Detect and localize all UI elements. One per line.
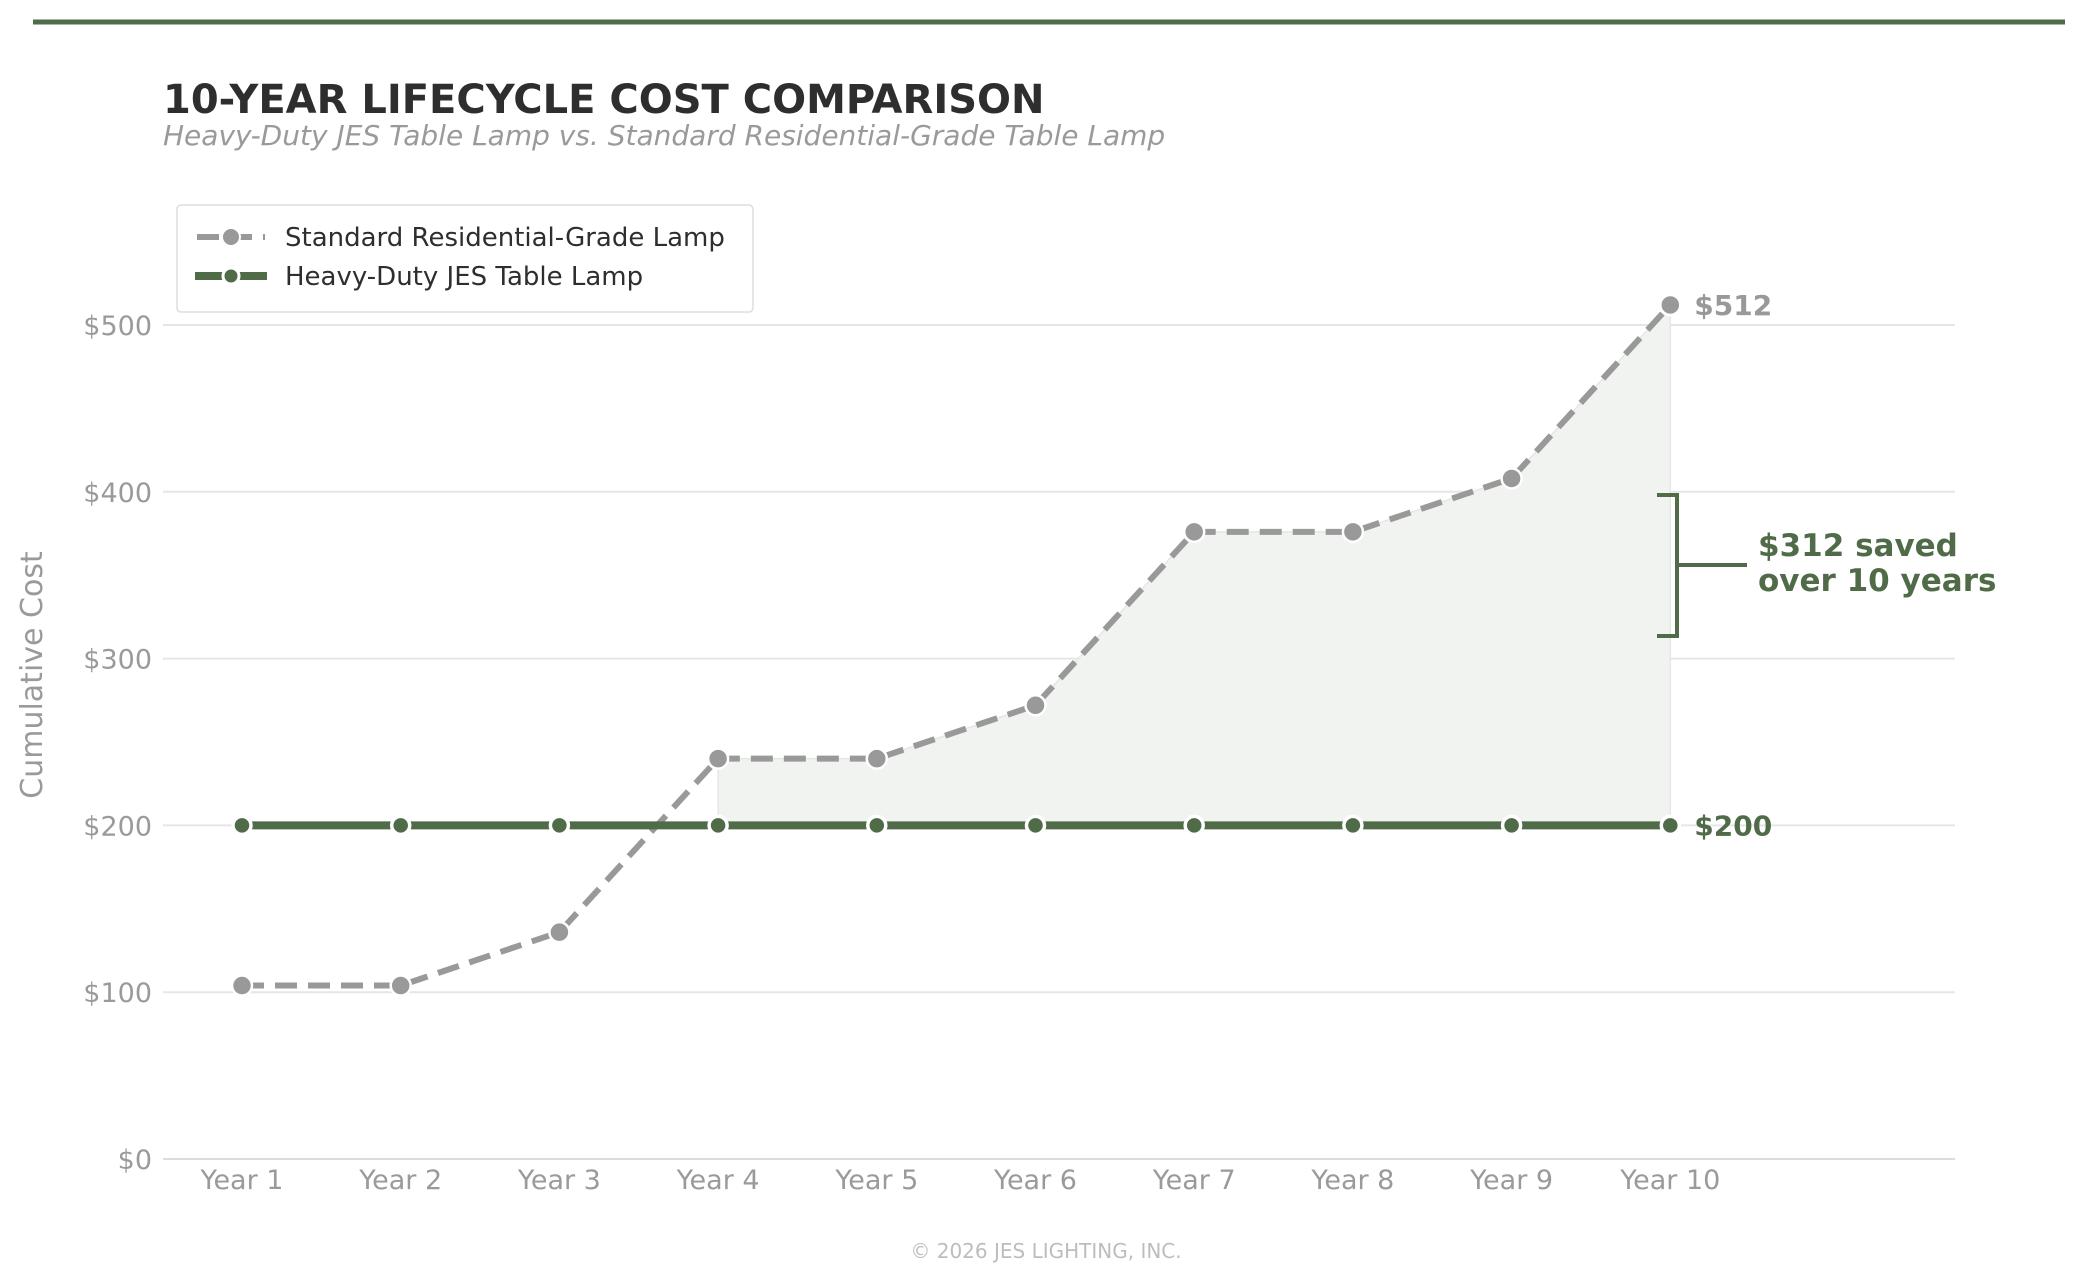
x-tick-label: Year 2: [358, 1165, 442, 1196]
x-tick-label: Year 6: [993, 1165, 1077, 1196]
standard-lamp-point: [1659, 293, 1682, 317]
jes-end-label: $200: [1694, 809, 1772, 842]
x-tick-label: Year 9: [1469, 1165, 1553, 1196]
jes-lamp-point: [707, 814, 729, 837]
standard-lamp-point: [230, 974, 254, 997]
y-tick-label: $500: [83, 311, 152, 342]
legend-standard-label: Standard Residential-Grade Lamp: [285, 223, 725, 253]
legend-jes-marker: [221, 266, 241, 286]
standard-lamp-point: [706, 747, 730, 770]
x-tick-label: Year 1: [200, 1165, 284, 1196]
legend: Standard Residential-Grade Lamp Heavy-Dut…: [176, 204, 754, 313]
jes-lamp-point: [1659, 814, 1682, 837]
jes-lamp-point: [1024, 814, 1047, 837]
series-lines: $512 $200: [230, 289, 1772, 997]
standard-end-label: $512: [1694, 289, 1772, 322]
jes-lamp-point: [231, 814, 253, 837]
y-tick-label: $300: [83, 645, 152, 676]
x-axis-ticks: Year 1 Year 2 Year 3 Year 4 Year 5 Year 6 Year…: [200, 1165, 1721, 1196]
x-tick-label: Year 5: [834, 1165, 918, 1196]
x-tick-label: Year 8: [1310, 1165, 1394, 1196]
x-tick-label: Year 4: [676, 1165, 760, 1196]
savings-annotation-line1: $312 saved: [1758, 528, 1958, 564]
standard-lamp-point: [1182, 520, 1206, 544]
jes-lamp-point: [1500, 814, 1523, 837]
x-tick-label: Year 10: [1619, 1165, 1720, 1196]
standard-lamp-point: [1024, 694, 1047, 717]
legend-box: [176, 204, 754, 313]
y-axis-label: Cumulative Cost: [15, 551, 50, 799]
standard-lamp-point: [1341, 520, 1365, 544]
legend-standard-marker: [221, 227, 241, 247]
legend-jes-label: Heavy-Duty JES Table Lamp: [285, 262, 643, 292]
standard-lamp-point: [1500, 467, 1523, 490]
savings-fill: [717, 303, 1672, 827]
chart-title: 10-YEAR LIFECYCLE COST COMPARISON: [163, 77, 1044, 123]
jes-lamp-point: [548, 814, 571, 837]
y-tick-label: $0: [118, 1145, 152, 1176]
x-tick-label: Year 7: [1152, 1165, 1236, 1196]
y-tick-label: $200: [83, 811, 152, 842]
jes-lamp-point: [1183, 814, 1205, 837]
standard-lamp-point: [389, 974, 412, 997]
jes-lamp-point: [866, 814, 888, 837]
standard-lamp-point: [865, 747, 889, 770]
chart-subtitle: Heavy-Duty JES Table Lamp vs. Standard R…: [163, 119, 1165, 152]
savings-area: [717, 303, 1672, 827]
jes-lamp-point: [389, 814, 412, 837]
standard-lamp-point: [548, 920, 571, 944]
x-tick-label: Year 3: [517, 1165, 601, 1196]
y-axis-ticks: $0 $100 $200 $300 $400 $500: [83, 311, 152, 1176]
jes-lamp-point: [1342, 814, 1364, 837]
y-tick-label: $100: [83, 978, 152, 1009]
footer-copyright: © 2026 JES LIGHTING, INC.: [910, 1239, 1181, 1263]
savings-annotation-line2: over 10 years: [1758, 563, 1996, 599]
y-tick-label: $400: [83, 478, 152, 509]
standard-lamp-line: [242, 302, 1673, 989]
